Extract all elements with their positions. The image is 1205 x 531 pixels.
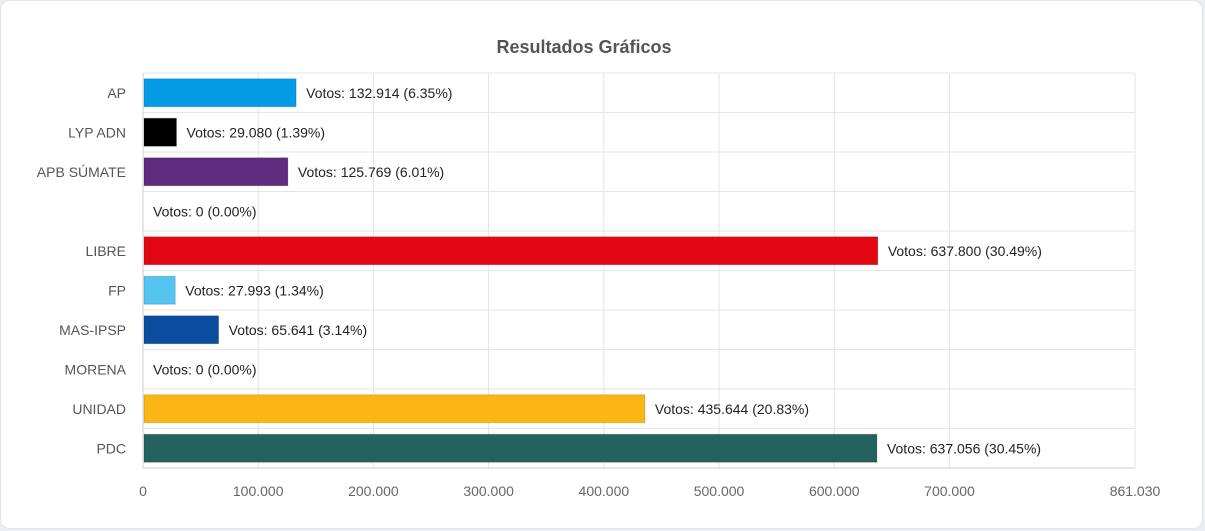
category-label: PDC	[96, 440, 126, 456]
bar[interactable]	[143, 78, 297, 108]
bar[interactable]	[143, 433, 878, 463]
x-tick-label: 200.000	[348, 483, 399, 499]
x-tick-label: 0	[139, 483, 147, 499]
category-label: UNIDAD	[72, 401, 126, 417]
category-label: MORENA	[65, 361, 127, 377]
category-label: APB SÚMATE	[37, 164, 126, 180]
chart-title: Resultados Gráficos	[496, 37, 672, 57]
data-label: Votos: 125.769 (6.01%)	[298, 164, 444, 180]
category-label: FP	[108, 282, 126, 298]
data-label: Votos: 435.644 (20.83%)	[655, 401, 809, 417]
data-label: Votos: 637.800 (30.49%)	[888, 243, 1042, 259]
category-label: LIBRE	[86, 243, 126, 259]
data-label: Votos: 65.641 (3.14%)	[229, 322, 368, 338]
x-tick-label: 400.000	[579, 483, 630, 499]
category-label: AP	[107, 85, 126, 101]
category-label: LYP ADN	[68, 124, 126, 140]
data-label: Votos: 27.993 (1.34%)	[185, 282, 324, 298]
data-label: Votos: 0 (0.00%)	[153, 203, 257, 219]
data-label: Votos: 29.080 (1.39%)	[187, 124, 326, 140]
data-label: Votos: 637.056 (30.45%)	[887, 440, 1041, 456]
x-tick-label: 300.000	[463, 483, 514, 499]
x-tick-label: 700.000	[924, 483, 975, 499]
bar[interactable]	[143, 236, 879, 266]
data-label: Votos: 0 (0.00%)	[153, 361, 257, 377]
bar[interactable]	[143, 394, 646, 424]
category-label: MAS-IPSP	[59, 322, 126, 338]
bar[interactable]	[143, 275, 176, 305]
x-tick-label: 861.030	[1110, 483, 1161, 499]
x-tick-label: 600.000	[809, 483, 860, 499]
bar[interactable]	[143, 157, 289, 187]
bar[interactable]	[143, 315, 220, 345]
data-label: Votos: 132.914 (6.35%)	[306, 85, 452, 101]
x-tick-label: 100.000	[233, 483, 284, 499]
bar[interactable]	[143, 117, 178, 147]
x-tick-label: 500.000	[694, 483, 745, 499]
